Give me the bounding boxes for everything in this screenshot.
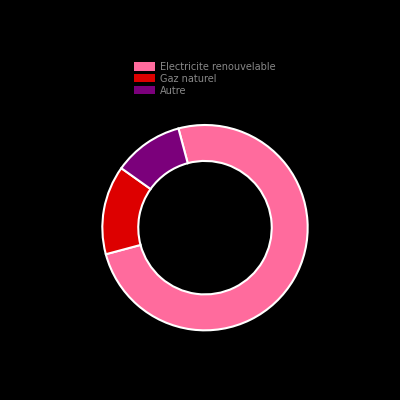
Legend: Electricite renouvelable, Gaz naturel, Autre: Electricite renouvelable, Gaz naturel, A… [134,62,276,96]
Wedge shape [106,125,308,330]
Wedge shape [102,168,151,254]
Wedge shape [121,128,188,189]
